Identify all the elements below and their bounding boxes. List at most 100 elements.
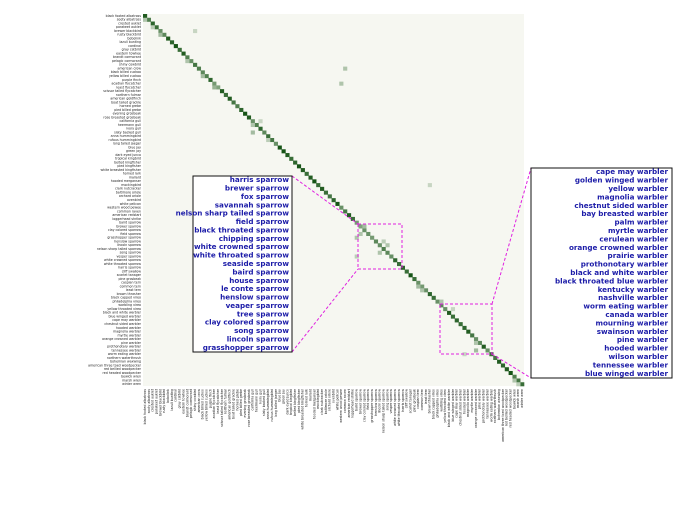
x-tick-label: eastern towhee <box>181 389 185 414</box>
x-tick-label: blue jay <box>278 389 282 402</box>
cell <box>462 352 467 357</box>
y-tick-label: black and white warbler <box>103 311 142 315</box>
x-tick-label: heermann gull <box>255 389 259 412</box>
cell <box>454 318 459 323</box>
cell <box>258 119 263 124</box>
x-tick-label: pied billed grebe <box>239 389 243 416</box>
cell <box>227 96 232 101</box>
cell <box>493 355 498 360</box>
x-tick-label: crested auklet <box>151 388 155 412</box>
y-tick-label: tropical kingbird <box>115 157 141 161</box>
y-tick-label: rose breasted grosbeak <box>103 115 141 119</box>
cell <box>193 29 198 34</box>
cell <box>154 25 159 30</box>
x-tick-label: magnolia warbler <box>466 388 470 417</box>
x-tick-label: bewick wren <box>512 389 516 409</box>
x-tick-label: boat tailed grackle <box>231 389 235 419</box>
cell <box>246 115 252 120</box>
cell <box>339 205 344 210</box>
y-tick-label: white throated sparrow <box>104 262 141 266</box>
y-tick-label: winter wren <box>122 382 141 386</box>
cell <box>350 216 355 221</box>
callout-label: kentucky warbler <box>598 285 669 294</box>
x-tick-label: anna hummingbird <box>266 389 270 419</box>
y-tick-label: mallard <box>129 175 141 179</box>
cell <box>266 134 271 139</box>
connector <box>291 175 359 225</box>
callout-label: veaper sparrow <box>226 301 290 310</box>
y-tick-label: cape may warbler <box>112 318 141 322</box>
y-tick-label: american redstart <box>112 213 141 217</box>
y-tick-label: hooded warbler <box>116 326 142 330</box>
y-tick-label: nelson sharp tailed sparrow <box>97 247 142 251</box>
x-tick-label: yellow throated vireo <box>443 389 447 423</box>
cell <box>508 370 513 376</box>
x-tick-label: baird sparrow <box>355 389 359 411</box>
cell <box>304 171 309 176</box>
cell <box>146 17 151 22</box>
x-tick-label: white pelican <box>335 389 339 410</box>
callout-label: worm eating warbler <box>583 302 668 311</box>
callout-label: seaside sparrow <box>223 259 290 268</box>
y-tick-label: gray catbird <box>122 48 141 52</box>
cell <box>439 299 444 304</box>
x-tick-label: american crow <box>197 389 201 413</box>
y-tick-label: clark nutcracker <box>115 187 142 191</box>
y-tick-label: anna hummingbird <box>111 134 141 138</box>
cell <box>250 122 255 128</box>
callout-label: white throated sparrow <box>193 251 289 260</box>
x-tick-label: blue winged warbler <box>451 388 455 421</box>
cell <box>373 239 379 244</box>
callout-label: prothonotary warbler <box>581 260 669 269</box>
connector <box>491 353 532 379</box>
cell <box>289 156 294 161</box>
y-tick-label: heermann gull <box>118 123 141 127</box>
y-tick-label: acadian flycatcher <box>112 82 142 86</box>
y-tick-label: white breasted kingfisher <box>100 168 141 172</box>
cell <box>381 239 386 244</box>
x-tick-label: baltimore oriole <box>324 389 328 414</box>
x-tick-label: worm eating warbler <box>489 388 493 422</box>
cell <box>193 62 198 67</box>
y-tick-label: baird sparrow <box>119 221 141 225</box>
y-tick-label: prothonotary warbler <box>107 345 142 349</box>
callout-label: black and white warbler <box>570 268 668 277</box>
y-tick-label: red headed woodpecker <box>103 371 142 375</box>
callout-label: harris sparrow <box>230 175 290 184</box>
y-tick-label: boat tailed grackle <box>111 100 141 104</box>
callout-label: grasshopper sparrow <box>203 343 290 352</box>
callout-label: wilson warbler <box>609 352 669 361</box>
y-tick-label: shiny cowbird <box>119 63 141 67</box>
cell <box>219 89 225 94</box>
y-tick-label: green jay <box>126 149 141 153</box>
y-tick-label: field sparrow <box>120 232 141 236</box>
cell <box>385 243 390 248</box>
y-tick-label: american crow <box>117 66 141 70</box>
cell <box>158 29 163 34</box>
y-tick-label: marsh wren <box>122 378 141 382</box>
cell <box>169 40 175 45</box>
x-tick-label: northern waterthrush <box>493 389 497 423</box>
y-tick-label: northern waterthrush <box>107 356 141 360</box>
y-tick-label: white pelican <box>120 202 141 206</box>
y-tick-label: henslow sparrow <box>114 239 141 243</box>
x-tick-label: winter wren <box>520 389 524 408</box>
x-tick-label: bohemian waxwing <box>497 389 501 420</box>
x-tick-label: ivory gull <box>258 389 262 404</box>
cell <box>450 307 456 312</box>
cell <box>447 310 452 315</box>
x-tick-label: loggerhead shrike <box>351 389 355 418</box>
x-tick-label: vesper sparrow <box>389 389 393 414</box>
cell <box>477 340 482 345</box>
y-tick-label: orchard oriole <box>119 194 141 198</box>
cell <box>362 224 367 229</box>
y-tick-label: purple finch <box>122 78 141 82</box>
cell <box>473 337 479 342</box>
cell <box>500 363 506 368</box>
cell <box>239 107 244 112</box>
zoom-box <box>357 223 403 270</box>
x-tick-label: lincoln sparrow <box>378 389 382 413</box>
cell <box>504 367 509 372</box>
cell <box>443 307 448 312</box>
x-tick-label: parakeet auklet <box>154 388 158 414</box>
